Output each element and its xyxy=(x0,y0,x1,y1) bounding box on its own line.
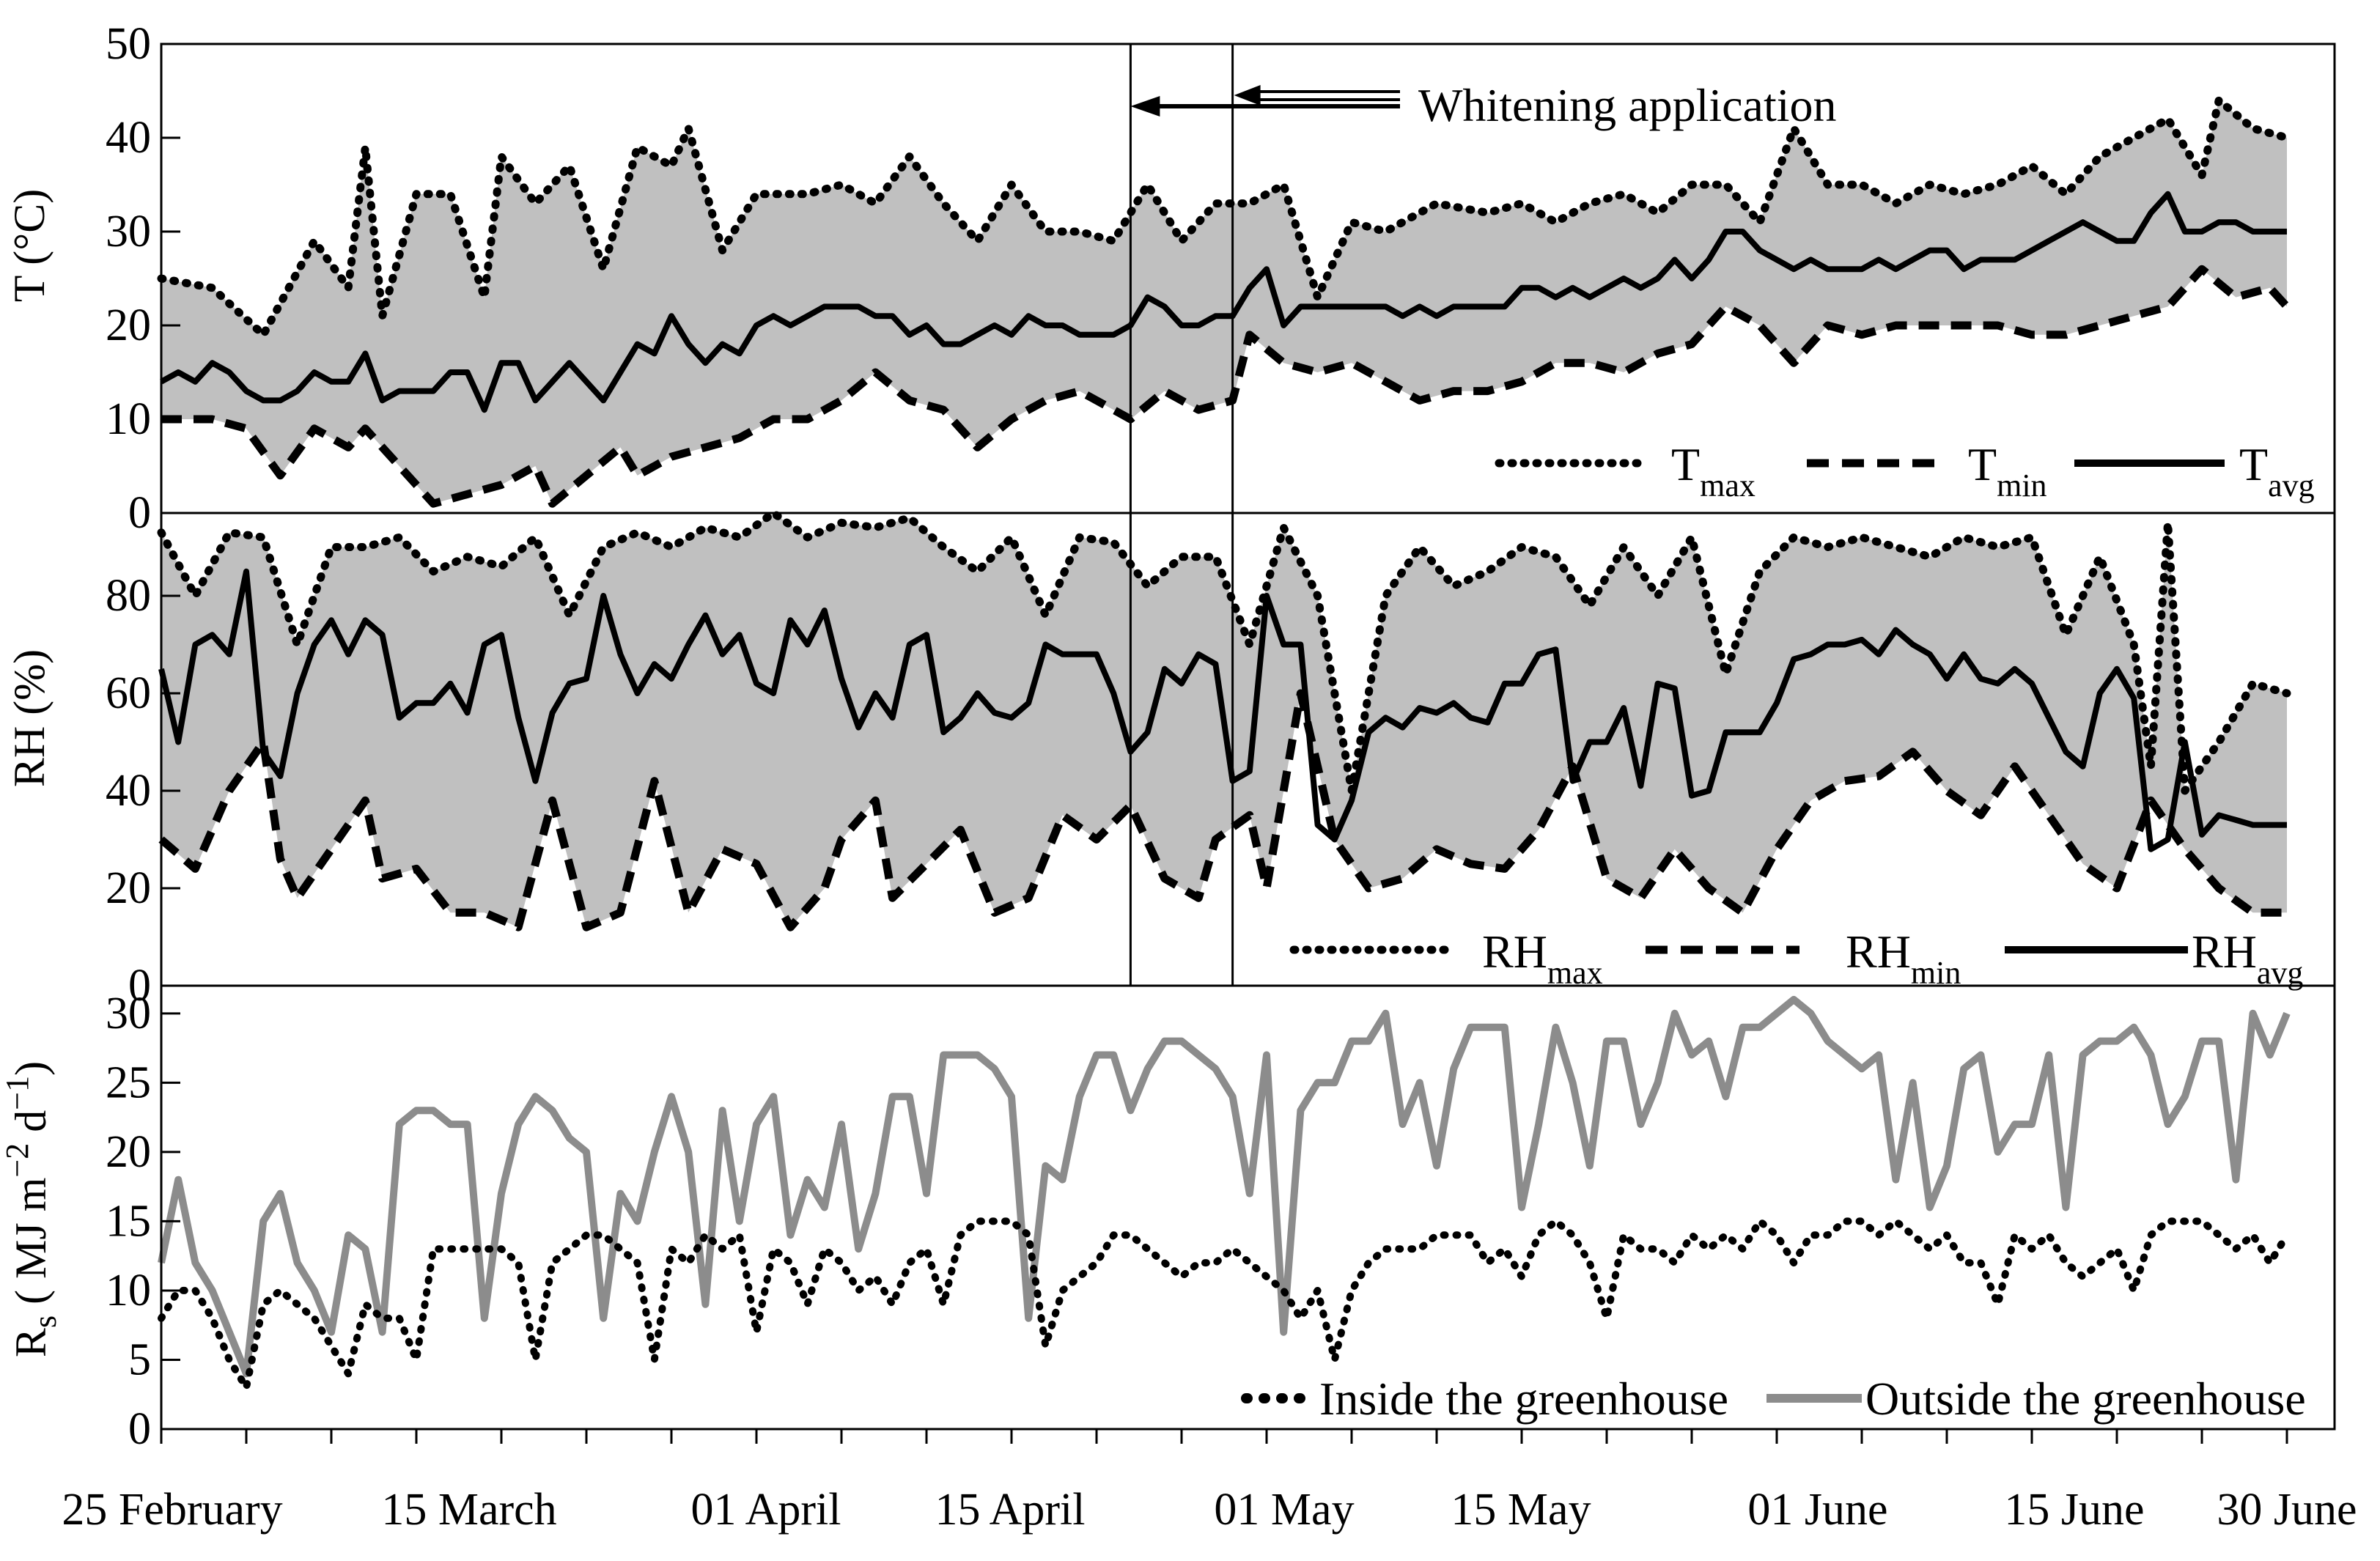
whitening-annotation: Whitening application xyxy=(1418,79,1837,131)
radiation-y-axis-label: Rs ( MJ m−2 d−1) xyxy=(0,1061,63,1357)
radiation-panel: 0 5 10 15 20 25 30 Rs ( MJ m−2 d−1) Inside the… xyxy=(0,989,2306,1454)
whitening-arrow-2 xyxy=(1234,85,1400,106)
y-tick-label: 30 xyxy=(106,207,151,257)
y-tick-label: 10 xyxy=(106,1266,151,1315)
plot-frame xyxy=(160,43,2336,1431)
y-tick-label: 50 xyxy=(106,19,151,69)
rh-avg-legend-label: RHavg xyxy=(2192,926,2303,991)
x-tick-label: 15 April xyxy=(935,1485,1086,1535)
y-tick-label: 5 xyxy=(128,1335,151,1384)
temperature-legend: Tmax Tmin Tavg xyxy=(1495,438,2315,503)
y-tick-label: 0 xyxy=(128,488,151,538)
temperature-range-band xyxy=(161,100,2287,504)
x-tick-label: 01 April xyxy=(691,1485,841,1535)
y-tick-label: 0 xyxy=(128,961,151,1011)
y-tick-label: 0 xyxy=(128,1404,151,1454)
t-max-legend-label: Tmax xyxy=(1671,438,1755,503)
x-tick-label: 15 May xyxy=(1451,1485,1591,1535)
inside-greenhouse-line xyxy=(158,1217,2291,1392)
temperature-y-ticks: 0 10 20 30 40 50 xyxy=(106,19,180,538)
x-axis-ticks xyxy=(160,1429,2288,1444)
x-tick-label: 25 February xyxy=(62,1485,282,1535)
temperature-y-axis-label: T (°C) xyxy=(5,189,54,303)
radiation-y-ticks: 0 5 10 15 20 25 30 xyxy=(106,989,180,1454)
y-tick-label: 25 xyxy=(106,1058,151,1107)
radiation-legend: Inside the greenhouse Outside the greenh… xyxy=(1241,1373,2306,1425)
y-tick-label: 20 xyxy=(106,1127,151,1177)
y-tick-label: 20 xyxy=(106,863,151,913)
rh-avg-line xyxy=(158,568,2287,852)
y-tick-label: 60 xyxy=(106,668,151,718)
y-tick-label: 15 xyxy=(106,1196,151,1246)
whitening-markers: Whitening application xyxy=(1129,44,1837,986)
x-tick-label: 30 June xyxy=(2217,1485,2357,1535)
x-tick-label: 01 May xyxy=(1214,1485,1354,1535)
y-tick-label: 80 xyxy=(106,571,151,621)
t-min-line xyxy=(161,265,2291,508)
humidity-y-axis-label: RH (%) xyxy=(5,649,54,787)
x-tick-label: 01 June xyxy=(1747,1485,1887,1535)
y-tick-label: 20 xyxy=(106,300,151,350)
y-tick-label: 30 xyxy=(106,989,151,1038)
humidity-y-ticks: 0 20 40 60 80 xyxy=(106,571,180,1011)
rh-max-line xyxy=(157,509,2291,795)
outside-legend-label: Outside the greenhouse xyxy=(1865,1373,2306,1425)
t-min-legend-label: Tmin xyxy=(1968,438,2047,503)
t-avg-legend-label: Tavg xyxy=(2239,438,2315,503)
y-tick-label: 40 xyxy=(106,113,151,163)
y-tick-label: 40 xyxy=(106,766,151,816)
rh-min-line xyxy=(158,689,2287,931)
x-tick-label: 15 June xyxy=(2004,1485,2144,1535)
whitening-arrow-1 xyxy=(1130,96,1400,117)
x-axis-labels: 25 February 15 March 01 April 15 April 0… xyxy=(62,1485,2357,1535)
t-max-line xyxy=(157,96,2291,339)
t-avg-line xyxy=(160,191,2287,413)
inside-legend-label: Inside the greenhouse xyxy=(1319,1373,1728,1425)
y-tick-label: 10 xyxy=(106,394,151,444)
x-tick-label: 15 March xyxy=(381,1485,556,1535)
temperature-panel: 0 10 20 30 40 50 T (°C) Tmax Tmin Tavg xyxy=(5,19,2315,538)
outside-greenhouse-line xyxy=(158,995,2291,1378)
